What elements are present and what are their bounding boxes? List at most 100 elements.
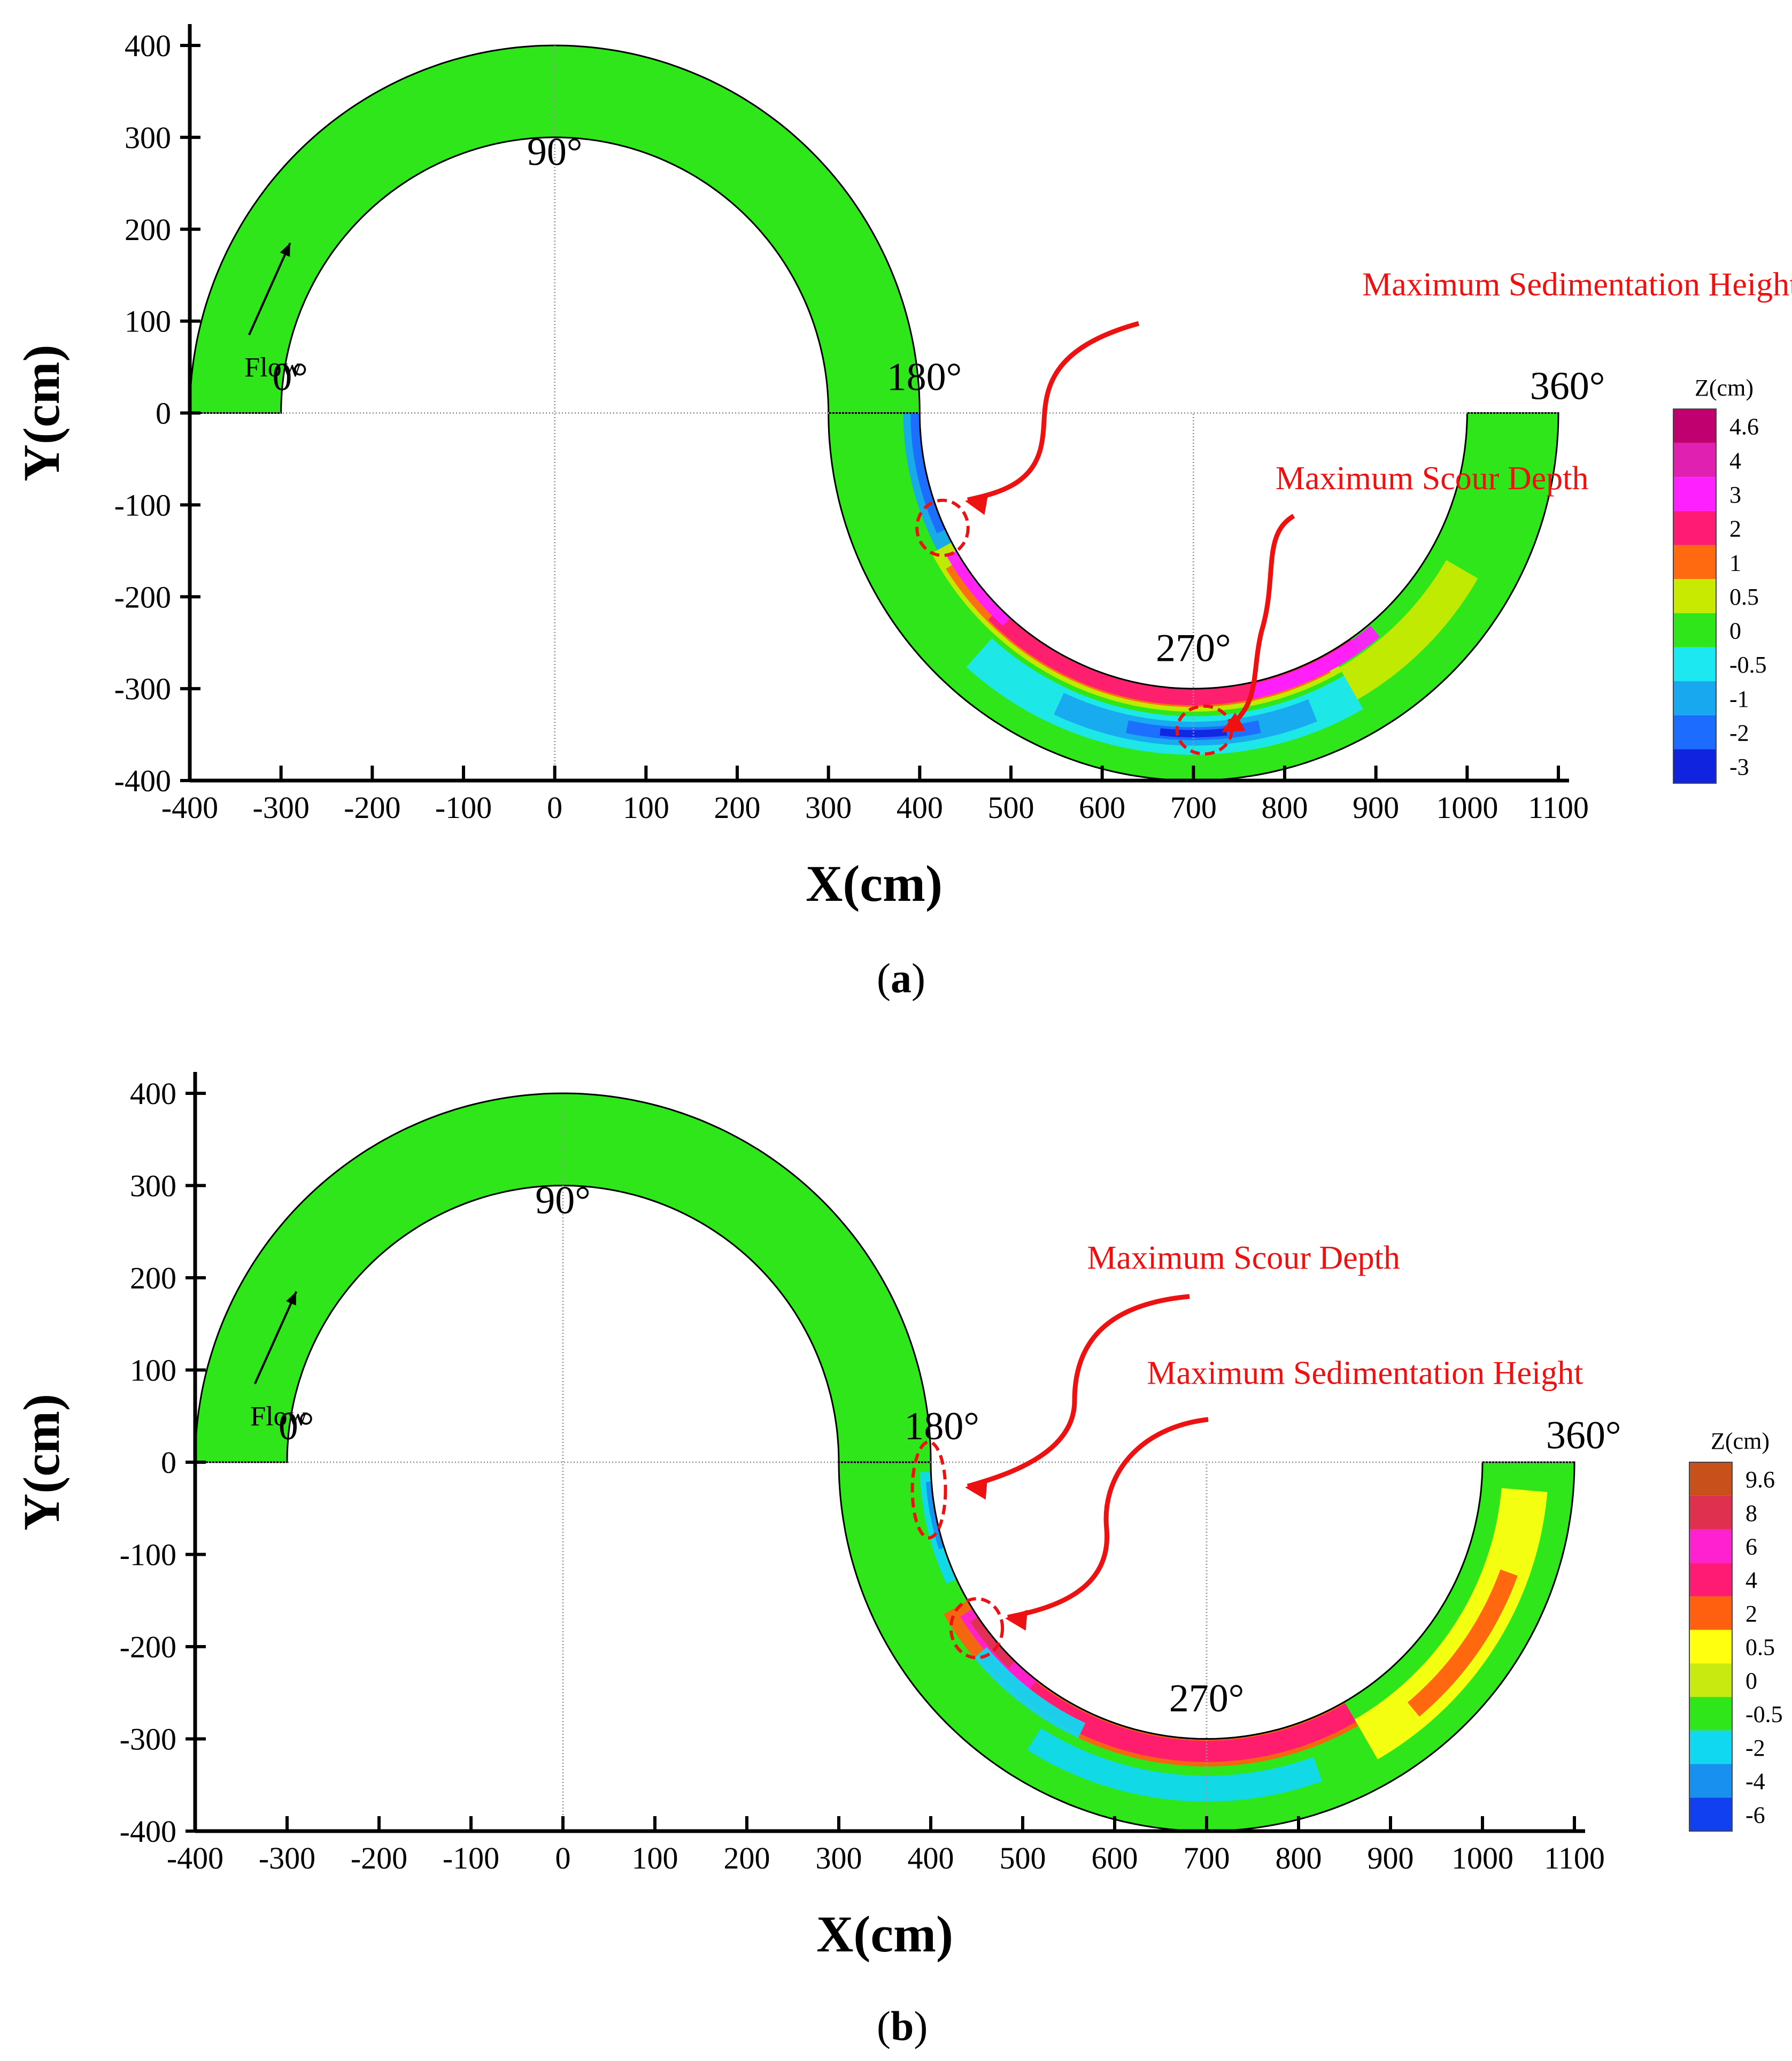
panel-a: -400 -300 -200 -100 0 100 200 300 400 500 600 700 80… [13, 24, 1792, 912]
panel-label-b: (b) [877, 2003, 928, 2049]
legend-swatch [1689, 1563, 1732, 1596]
x-tick-label: -200 [351, 1841, 407, 1875]
legend-title: Z(cm) [1711, 1428, 1770, 1454]
legend-swatch [1673, 409, 1716, 443]
y-tick-label: 200 [130, 1261, 176, 1295]
angle-label: 360° [1546, 1414, 1621, 1457]
legend-label: 0 [1745, 1668, 1757, 1694]
contour-scour-inner-180b [910, 413, 946, 534]
channel-bend-1 [195, 1093, 931, 1462]
x-tick-label: 700 [1170, 790, 1217, 825]
annotation-label: Maximum Sedimentation Height [1147, 1355, 1583, 1391]
x-tick-label: 300 [816, 1841, 862, 1875]
y-tick-label: 100 [125, 304, 171, 339]
y-tick-label: 300 [125, 120, 171, 155]
legend-swatch [1689, 1730, 1732, 1764]
channel-outline-1 [189, 44, 921, 414]
y-tick-label: -300 [120, 1722, 176, 1757]
angle-label: 180° [887, 356, 962, 399]
x-tick-label: 300 [805, 790, 852, 825]
x-tick-label: 600 [1092, 1841, 1138, 1875]
legend-swatch [1673, 545, 1716, 580]
legend-swatch [1689, 1663, 1732, 1697]
legend-label: 3 [1729, 482, 1741, 508]
x-tick-label: -400 [167, 1841, 223, 1875]
annotation-arrowhead [1005, 1610, 1028, 1631]
contour-bands [903, 413, 1478, 755]
y-tick-label: -400 [120, 1814, 176, 1849]
x-tick-label: -400 [161, 790, 218, 825]
legend-swatch [1689, 1797, 1732, 1831]
flow-arrowhead [280, 243, 290, 257]
angle-label: 90° [527, 130, 583, 174]
highlight-circle [910, 1440, 947, 1540]
legend-border [1689, 1462, 1733, 1832]
legend-label: 9.6 [1745, 1466, 1775, 1493]
legend-title: Z(cm) [1695, 375, 1754, 401]
legend-label: -6 [1745, 1802, 1765, 1828]
panel-b: -400 -300 -200 -100 0 100 200 300 400 500 600 700 80… [13, 1072, 1783, 1963]
legend-swatch [1673, 511, 1716, 545]
x-tick-label: 1100 [1544, 1841, 1605, 1875]
contour-deposit-peak [947, 551, 1010, 626]
legend-swatch [1689, 1529, 1732, 1563]
legend-label: -2 [1729, 720, 1749, 746]
legend-swatch [1689, 1697, 1732, 1731]
y-tick-label: 200 [125, 212, 171, 247]
legend-label: 8 [1745, 1500, 1757, 1526]
annotation-arrowhead [965, 1479, 988, 1500]
x-tick-label: 800 [1276, 1841, 1322, 1875]
y-tick-label: 300 [130, 1169, 176, 1203]
legend-label: 2 [1745, 1601, 1757, 1627]
annotation-arrow [967, 1294, 1190, 1489]
legend-label: 6 [1745, 1534, 1757, 1560]
angle-label: 90° [535, 1178, 591, 1222]
flow-label: Flow [250, 1401, 307, 1432]
legend-swatch [1689, 1630, 1732, 1664]
legend-label: -0.5 [1729, 652, 1767, 678]
legend-label: 4.6 [1729, 414, 1759, 440]
x-tick-label: 1000 [1451, 1841, 1513, 1875]
angle-label: 270° [1156, 627, 1231, 670]
x-tick-label: 100 [623, 790, 669, 825]
angle-label: 0° [279, 1404, 314, 1448]
x-tick-label: 400 [908, 1841, 954, 1875]
annotation-arrowhead [1222, 712, 1246, 732]
legend-swatch [1689, 1596, 1732, 1630]
legend-swatch [1673, 579, 1716, 613]
x-tick-label: -300 [253, 790, 310, 825]
legend-label: -1 [1729, 686, 1749, 712]
y-tick-label: 0 [161, 1445, 176, 1480]
y-tick-label: -100 [120, 1538, 176, 1572]
angle-label: 360° [1530, 365, 1605, 408]
y-tick-label: 400 [125, 28, 171, 63]
legend: Z(cm) 4.6 4 3 2 1 0.5 0 -0.5 -1 -2 -3 [1673, 375, 1767, 784]
y-axis-label: Y(cm) [13, 1394, 70, 1531]
x-tick-label: 900 [1368, 1841, 1414, 1875]
legend-swatch [1673, 681, 1716, 715]
highlight-circle [949, 1597, 1005, 1659]
x-tick-label: 700 [1184, 1841, 1230, 1875]
legend-label: -0.5 [1745, 1701, 1783, 1727]
x-tick-label: 1000 [1436, 790, 1498, 825]
x-tick-label: 0 [555, 1841, 571, 1875]
annotation-label: Maximum Sedimentation Height [1362, 267, 1792, 303]
contour-outer-yellowgreen [1339, 560, 1478, 700]
x-tick-label: 800 [1262, 790, 1308, 825]
annotation-label: Maximum Scour Depth [1087, 1240, 1400, 1276]
legend-label: 0 [1729, 618, 1741, 644]
x-tick-label: -100 [443, 1841, 499, 1875]
y-tick-label: 0 [156, 396, 171, 431]
flow-arrowhead [286, 1291, 297, 1306]
y-tick-label: -100 [114, 488, 171, 522]
legend-label: 1 [1729, 550, 1741, 576]
x-tick-label: 500 [988, 790, 1034, 825]
y-tick-label: -400 [114, 763, 171, 798]
flow-arrow [253, 1291, 298, 1385]
legend-label: -2 [1745, 1735, 1765, 1761]
x-tick-label: 200 [724, 1841, 770, 1875]
x-tick-label: -300 [259, 1841, 315, 1875]
contour-outer-yellow [1407, 1569, 1518, 1717]
x-tick-label: 200 [714, 790, 761, 825]
legend-border [1673, 408, 1717, 784]
